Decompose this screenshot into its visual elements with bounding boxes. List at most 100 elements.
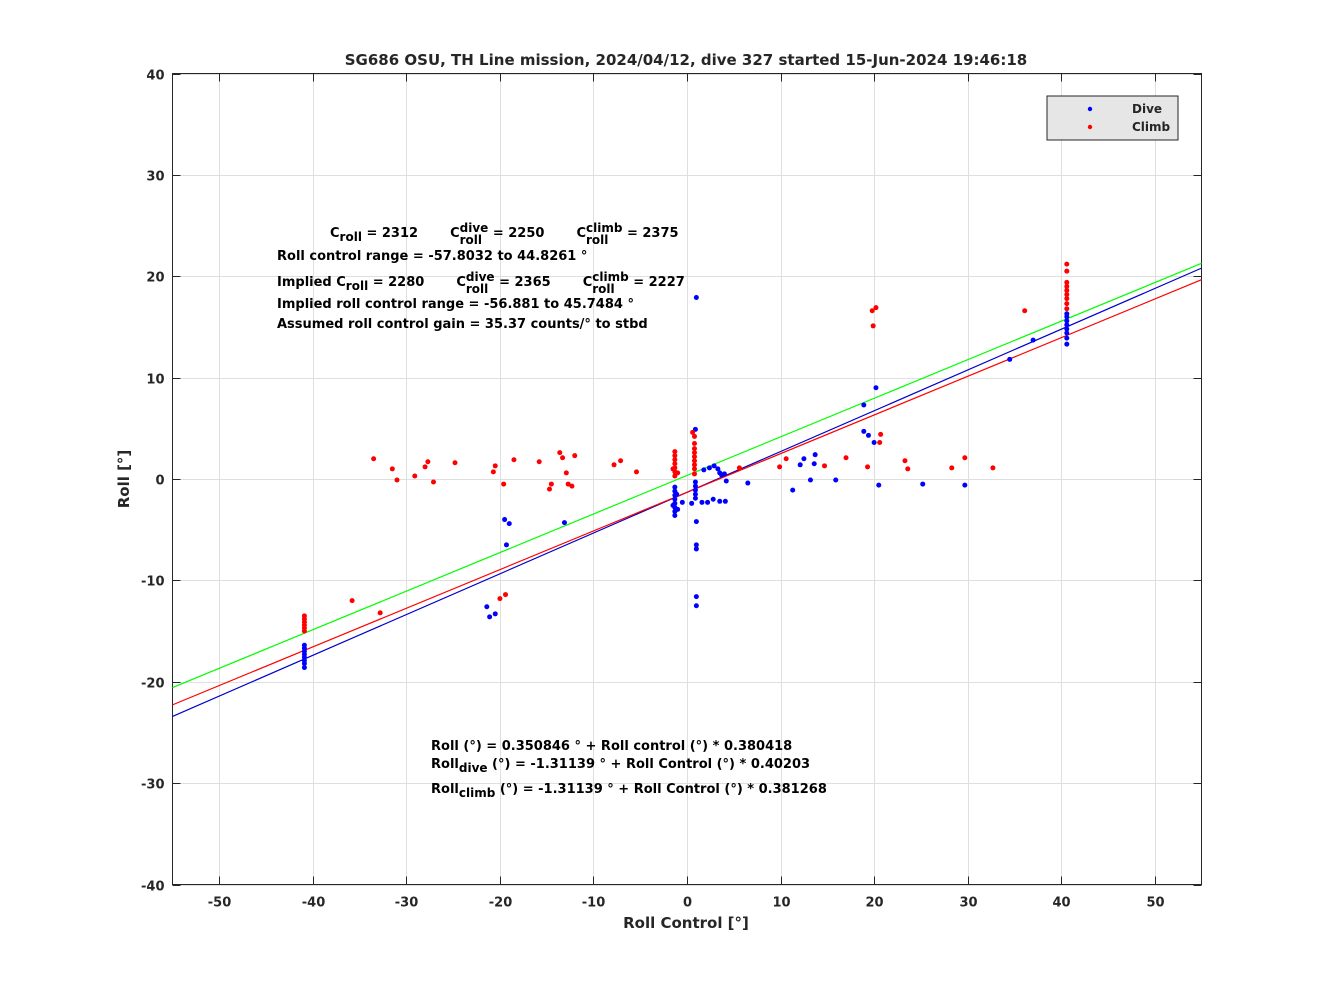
- climb-point: [425, 459, 431, 465]
- implied-c-dive-subscript: roll: [465, 282, 489, 296]
- climb-point: [492, 463, 498, 469]
- fit-climb-symbol: Roll: [431, 782, 459, 797]
- climb-point: [394, 477, 400, 483]
- climb-point: [691, 433, 697, 439]
- climb-point: [962, 455, 968, 461]
- implied-c-dive-superscript: dive: [465, 270, 495, 284]
- climb-point: [546, 486, 552, 492]
- dive-point: [1064, 330, 1070, 336]
- climb-point: [503, 592, 509, 598]
- c-climb-superscript: climb: [585, 221, 623, 235]
- dive-point: [301, 642, 307, 648]
- y-tick-label: 20: [146, 271, 164, 286]
- climb-point: [672, 461, 678, 467]
- y-tick-label: 0: [155, 474, 164, 489]
- dive-point: [693, 295, 699, 301]
- climb-point: [990, 465, 996, 471]
- climb-point: [878, 431, 884, 437]
- climb-point: [565, 481, 571, 487]
- annotation-implied-range: Implied roll control range = -56.881 to …: [277, 297, 634, 312]
- implied-c-climb-value: = 2227: [628, 275, 685, 290]
- climb-point: [949, 465, 955, 471]
- c-climb-subscript: roll: [585, 233, 609, 247]
- climb-point: [691, 466, 697, 472]
- legend-marker-dive: [1087, 106, 1093, 112]
- dive-point: [670, 502, 676, 508]
- y-tick-label: 30: [146, 170, 164, 185]
- climb-point: [1064, 291, 1070, 297]
- climb-point: [371, 456, 377, 462]
- grid-lines: [172, 73, 1202, 886]
- climb-point: [672, 457, 678, 463]
- climb-point: [389, 466, 395, 472]
- dive-point: [715, 466, 721, 472]
- fit-line-all: [172, 262, 1202, 689]
- climb-point: [822, 463, 828, 469]
- climb-point: [873, 305, 879, 311]
- dive-point: [502, 517, 508, 523]
- fit-lines: [172, 262, 1202, 718]
- climb-point: [691, 441, 697, 447]
- implied-c-climb-superscript: climb: [592, 270, 629, 284]
- climb-point: [691, 450, 697, 456]
- annotation-gain: Assumed roll control gain = 35.37 counts…: [277, 317, 648, 332]
- climb-point: [691, 462, 697, 468]
- fit-equation-dive: Rolldive (°) = -1.31139 ° + Roll Control…: [431, 757, 810, 776]
- climb-point: [490, 469, 496, 475]
- x-tick-label: 10: [772, 896, 790, 911]
- implied-c-climb-symbol: C: [582, 275, 593, 290]
- dive-point: [1064, 326, 1070, 332]
- implied-c-roll-value: = 2280: [368, 275, 425, 290]
- dive-point: [1030, 337, 1036, 343]
- climb-point: [869, 308, 875, 314]
- c-roll-symbol: C: [330, 226, 340, 241]
- climb-point: [843, 455, 849, 461]
- dive-point: [693, 519, 699, 525]
- dive-point: [679, 499, 685, 505]
- climb-point: [1064, 301, 1070, 307]
- annotation-roll-control-range: Roll control range = -57.8032 to 44.8261…: [277, 249, 588, 264]
- climb-point: [870, 323, 876, 329]
- climb-point: [412, 473, 418, 479]
- climb-point: [672, 449, 678, 455]
- dive-point: [672, 496, 678, 502]
- climb-point: [1064, 283, 1070, 289]
- climb-point: [736, 465, 742, 471]
- c-dive-subscript: roll: [459, 233, 483, 247]
- x-tick-label: -10: [582, 896, 606, 911]
- x-tick-label: -30: [395, 896, 419, 911]
- legend-marker-climb: [1087, 124, 1093, 130]
- implied-c-dive-symbol: C: [456, 275, 466, 290]
- x-tick-label: -50: [208, 896, 232, 911]
- fit-equation-climb: Rollclimb (°) = -1.31139 ° + Roll Contro…: [431, 782, 827, 801]
- dive-point: [871, 440, 877, 446]
- fit-dive-symbol: Roll: [431, 757, 459, 772]
- c-dive-superscript: dive: [459, 221, 489, 235]
- dive-point: [711, 463, 717, 469]
- climb-point: [691, 454, 697, 460]
- climb-point: [497, 596, 503, 602]
- fit-dive-subscript: dive: [458, 761, 488, 775]
- c-roll-value: = 2312: [361, 226, 419, 241]
- climb-point: [1064, 287, 1070, 293]
- climb-point: [611, 462, 617, 468]
- dive-point: [672, 484, 678, 490]
- y-tick-label: -40: [141, 880, 165, 895]
- climb-point: [1064, 306, 1070, 312]
- chart-title: SG686 OSU, TH Line mission, 2024/04/12, …: [345, 51, 1028, 69]
- dive-point: [811, 461, 817, 467]
- dive-point: [692, 487, 698, 493]
- y-tick-label: -30: [141, 778, 165, 793]
- climb-point: [560, 455, 566, 461]
- dive-point: [693, 546, 699, 552]
- climb-point: [501, 481, 507, 487]
- dive-point: [693, 542, 699, 548]
- climb-point: [430, 479, 436, 485]
- x-axis-label: Roll Control [°]: [623, 914, 749, 932]
- dive-point: [689, 500, 695, 506]
- y-tick-label: -10: [141, 575, 165, 590]
- c-climb-value: = 2375: [622, 226, 679, 241]
- dive-point: [672, 512, 678, 518]
- climb-point: [422, 464, 428, 470]
